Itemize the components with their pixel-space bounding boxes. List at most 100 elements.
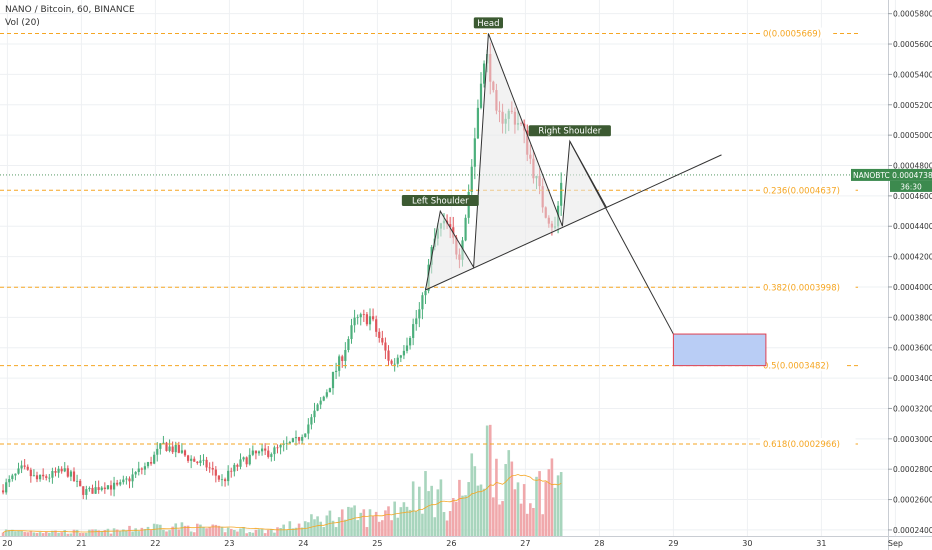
candle-body [273,447,276,455]
candle-body [23,465,26,467]
volume-bar [229,528,233,536]
candle-body [208,467,211,469]
volume-bar [325,515,329,536]
candle-body [331,371,335,389]
volume-bar [470,453,474,536]
candle-body [131,474,134,482]
volume-bar [430,485,433,536]
candle-body [245,457,248,465]
volume-bar [143,528,147,536]
volume-bar [553,487,557,536]
candle-body [359,314,362,318]
candle-body [390,360,393,364]
volume-bar [75,529,79,536]
volume-bar [109,533,113,536]
candle-body [421,295,424,310]
volume-bar [411,481,415,536]
volume-bar [414,511,418,536]
fib-level-label: 0.5(0.0003482) [763,362,829,372]
volume-bar [248,532,252,536]
volume-bar [211,524,215,536]
candle-body [168,446,171,451]
volume-bar [519,503,523,536]
volume-bar [300,527,304,536]
volume-bar [532,507,535,536]
candle-body [276,447,279,449]
candle-body [473,138,476,167]
x-tick-label: 29 [668,539,678,548]
volume-bar [334,527,338,536]
candle-body [412,324,415,338]
volume-bar [288,521,292,536]
volume-bar [547,469,551,536]
volume-bar [365,527,369,536]
candle-body [66,468,69,477]
pattern-label: Right Shoulder [528,125,611,137]
volume-bar [69,533,73,536]
candle-body [171,446,174,453]
volume-bar [134,528,137,536]
candle-body [479,83,483,108]
candle-body [251,450,254,455]
volume-bar [263,533,267,536]
volume-bar [356,520,359,536]
volume-bar [535,476,538,536]
candle-body [190,458,193,461]
neckline [425,154,722,291]
volume-bar [504,464,507,536]
candle-body [69,471,73,477]
volume-bar [362,509,366,536]
volume-bar [78,533,82,536]
volume-bar [510,461,514,536]
price-tag-background [851,168,932,181]
volume-bar [451,498,455,536]
candle-body [356,317,359,319]
volume-bar [507,450,511,536]
candle-body [230,470,233,472]
y-tick-label: 0.00024000 [893,526,932,535]
volume-bar [239,528,242,536]
pattern-label: Left Shoulder [401,195,479,207]
volume-bar [128,525,131,536]
candle-body [297,437,301,441]
volume-bar [251,532,255,536]
volume-bar [41,533,45,536]
pattern-label: Head [473,17,503,29]
volume-bar [223,532,227,536]
candle-body [338,356,341,371]
volume-bar [186,525,190,536]
candle-body [35,475,39,480]
volume-bar [260,528,264,536]
fib-label-background [760,359,845,371]
pattern-label-text: Head [477,19,499,29]
candle-body [316,404,319,411]
volume-bar [118,531,122,536]
candle-body [279,444,282,448]
candle-body [146,462,150,467]
candle-body [149,462,153,464]
volume-bar [442,512,446,536]
volume-bar [498,504,501,536]
candle-body [270,454,273,457]
candle-body [186,455,190,461]
candle-body [350,325,353,340]
volume-bar [448,511,452,536]
candle-body [45,476,48,478]
candle-body [368,316,372,325]
volume-bar [137,531,141,536]
volume-bar [418,486,421,536]
volume-bar [297,523,301,536]
volume-bar [29,530,33,536]
fib-level-label: 0.236(0.0004637) [763,186,840,196]
candle-body [211,467,214,470]
volume-bar [66,533,70,536]
candle-body [310,417,313,425]
